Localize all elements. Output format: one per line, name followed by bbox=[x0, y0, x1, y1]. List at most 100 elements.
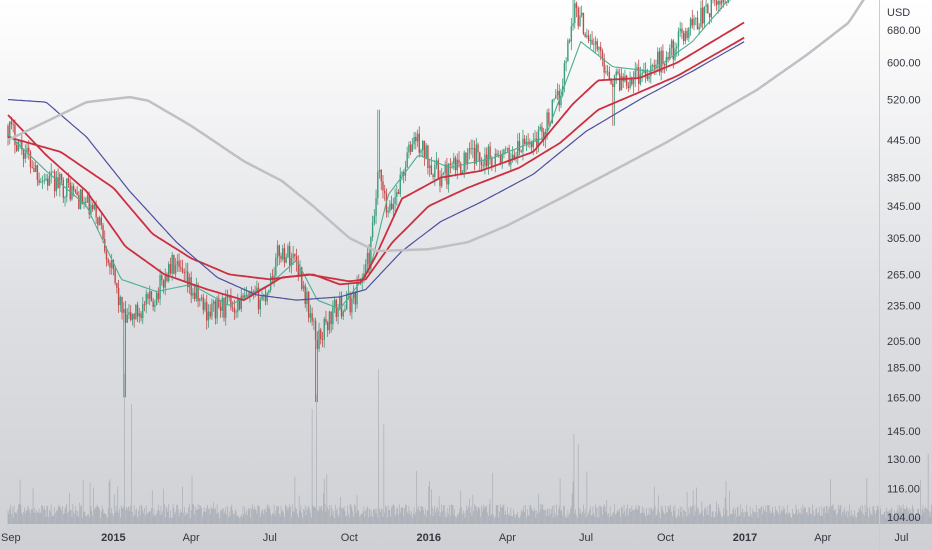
volume-bar bbox=[302, 517, 303, 524]
volume-bar bbox=[123, 506, 125, 524]
volume-bar bbox=[784, 508, 786, 524]
volume-bar bbox=[773, 512, 774, 524]
volume-bar bbox=[471, 515, 473, 524]
candle-body bbox=[47, 178, 49, 186]
candle-body bbox=[638, 67, 640, 84]
volume-bar bbox=[892, 515, 894, 524]
candle-body bbox=[98, 217, 101, 225]
volume-bar bbox=[756, 512, 758, 524]
y-tick-label: 305.00 bbox=[887, 233, 921, 245]
volume-bar bbox=[809, 508, 811, 524]
candle-body bbox=[608, 72, 611, 80]
volume-bar bbox=[755, 512, 756, 524]
volume-bar bbox=[137, 517, 138, 524]
candle-body bbox=[297, 262, 300, 275]
candle-body bbox=[15, 145, 18, 151]
volume-bar bbox=[231, 504, 233, 524]
volume-bar bbox=[82, 480, 84, 524]
candle-body bbox=[330, 311, 332, 325]
volume-bar bbox=[920, 480, 921, 524]
candle-body bbox=[238, 298, 241, 310]
volume-bar bbox=[783, 509, 785, 524]
volume-bar bbox=[565, 515, 567, 524]
moving-average-lines bbox=[7, 0, 865, 310]
volume-bar bbox=[730, 513, 732, 524]
volume-bar bbox=[623, 504, 625, 524]
volume-bar bbox=[262, 509, 264, 524]
candle-body bbox=[525, 141, 528, 144]
y-tick-label: 104.00 bbox=[887, 512, 921, 524]
volume-bar bbox=[663, 512, 665, 524]
volume-bar bbox=[151, 508, 152, 524]
volume-bar bbox=[381, 509, 383, 524]
volume-bar bbox=[541, 504, 543, 524]
candle-body bbox=[59, 173, 61, 188]
volume-bar bbox=[15, 512, 17, 524]
volume-bar bbox=[514, 517, 516, 524]
volume-bar bbox=[628, 508, 630, 524]
candle-body bbox=[223, 297, 225, 318]
volume-bar bbox=[184, 515, 186, 524]
volume-bar bbox=[501, 507, 503, 524]
volume-bar bbox=[104, 513, 106, 524]
volume-bar bbox=[73, 511, 75, 524]
volume-bar bbox=[701, 501, 703, 524]
candle-body bbox=[413, 137, 415, 145]
volume-bar bbox=[928, 511, 930, 524]
candle-body bbox=[463, 152, 465, 173]
candle-body bbox=[53, 171, 56, 192]
volume-bar bbox=[561, 509, 563, 524]
candle-body bbox=[601, 50, 604, 59]
volume-bar bbox=[748, 516, 749, 524]
volume-bar bbox=[455, 516, 456, 524]
candle-body bbox=[700, 7, 702, 27]
volume-bar bbox=[914, 517, 916, 524]
volume-bar bbox=[64, 508, 66, 524]
volume-bar bbox=[740, 504, 742, 524]
volume-bar bbox=[672, 506, 674, 524]
volume-bar bbox=[518, 517, 519, 524]
volume-bar bbox=[862, 505, 863, 524]
volume-bar bbox=[795, 504, 797, 524]
volume-bar bbox=[110, 513, 112, 524]
volume-bar bbox=[564, 517, 566, 524]
volume-bar bbox=[368, 508, 370, 524]
volume-bar bbox=[289, 504, 291, 524]
volume-bar bbox=[129, 511, 131, 524]
volume-bar bbox=[310, 512, 311, 524]
volume-bar bbox=[650, 508, 652, 524]
volume-bar bbox=[373, 510, 375, 524]
candle-body bbox=[465, 152, 467, 164]
volume-bar bbox=[818, 512, 819, 524]
volume-bar bbox=[460, 490, 462, 524]
volume-bar bbox=[713, 517, 715, 524]
volume-bar bbox=[126, 509, 128, 524]
volume-bar bbox=[94, 507, 96, 524]
moving-average-line bbox=[7, 36, 745, 283]
candle-body bbox=[7, 125, 9, 138]
volume-bar bbox=[596, 507, 597, 524]
volume-bar bbox=[579, 513, 581, 524]
candle-body bbox=[91, 204, 94, 210]
candle-body bbox=[688, 28, 690, 38]
volume-bar bbox=[692, 490, 694, 524]
volume-bar bbox=[724, 497, 726, 524]
candle-body bbox=[558, 90, 560, 106]
volume-bar bbox=[221, 508, 223, 524]
candle-body bbox=[629, 78, 631, 88]
volume-bar bbox=[24, 513, 26, 524]
volume-bar bbox=[638, 505, 640, 524]
volume-bar bbox=[732, 509, 734, 524]
volume-bar bbox=[616, 511, 618, 524]
volume-bar bbox=[664, 514, 665, 524]
volume-bar bbox=[345, 516, 347, 524]
volume-bar bbox=[240, 516, 241, 524]
volume-bar bbox=[253, 506, 255, 524]
volume-bar bbox=[480, 516, 481, 524]
volume-bar bbox=[78, 517, 80, 524]
volume-bar bbox=[786, 505, 788, 524]
volume-bar bbox=[590, 515, 592, 524]
volume-bar bbox=[140, 504, 142, 524]
candle-body bbox=[593, 44, 595, 46]
